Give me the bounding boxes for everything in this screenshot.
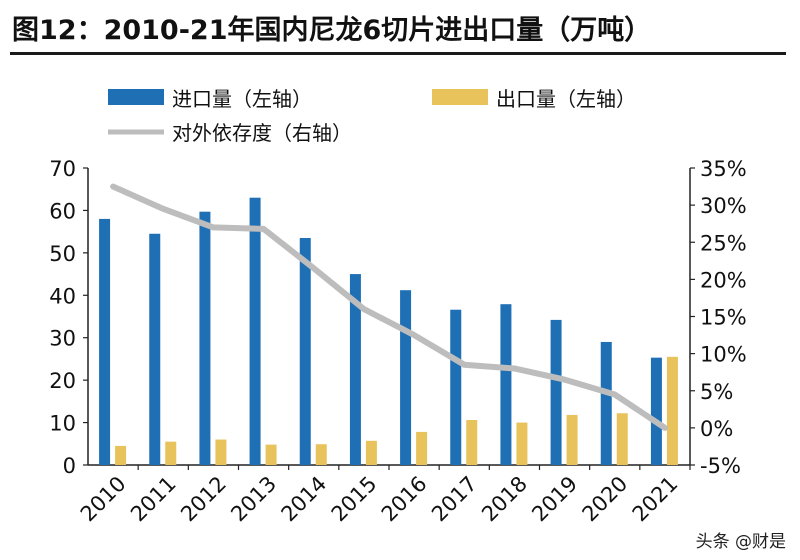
export-bar [215, 439, 227, 465]
export-bar [165, 441, 177, 465]
x-tick-label: 2015 [327, 472, 382, 527]
x-tick-label: 2018 [477, 472, 532, 527]
import-bar [299, 238, 311, 465]
legend-label-1: 出口量（左轴） [496, 87, 636, 111]
x-tick-label: 2017 [427, 472, 482, 527]
chart-title: 图12：2010-21年国内尼龙6切片进出口量（万吨） [12, 15, 652, 46]
export-bar [666, 356, 678, 465]
x-tick-label: 2021 [628, 472, 683, 527]
legend-label-2: 对外依存度（右轴） [172, 121, 352, 145]
import-bar [199, 211, 211, 465]
y-right-tick-label: 5% [700, 380, 733, 404]
y-right-tick-label: 30% [700, 194, 747, 218]
export-bar [265, 444, 277, 465]
y-right-tick-label: 15% [700, 306, 747, 330]
y-left-tick-label: 0 [63, 454, 76, 478]
y-right-tick-label: 20% [700, 268, 747, 292]
export-bar [115, 445, 127, 465]
import-bar [450, 309, 462, 465]
x-tick-label: 2019 [527, 472, 582, 527]
import-bar [149, 233, 161, 465]
x-tick-label: 2020 [578, 472, 633, 527]
y-left-tick-label: 10 [49, 412, 76, 436]
legend-swatch-0 [108, 89, 164, 105]
x-tick-label: 2013 [226, 472, 281, 527]
y-right-tick-label: 25% [700, 231, 747, 255]
y-left-tick-label: 30 [49, 327, 76, 351]
x-tick-label: 2012 [176, 472, 231, 527]
x-tick-label: 2014 [277, 472, 332, 527]
import-bar [600, 341, 612, 465]
x-tick-label: 2016 [377, 472, 432, 527]
y-right-tick-label: 10% [700, 343, 747, 367]
x-tick-label: 2011 [126, 472, 181, 527]
watermark: 头条 @财是 [695, 532, 786, 552]
y-left-tick-label: 70 [49, 157, 76, 181]
legend-swatch-1 [432, 89, 488, 105]
import-bar [550, 319, 562, 465]
y-right-tick-label: 0% [700, 417, 733, 441]
export-bar [416, 431, 428, 465]
export-bar [616, 413, 628, 465]
import-bar [500, 304, 512, 465]
export-bar [516, 422, 528, 465]
x-tick-label: 2010 [76, 472, 131, 527]
y-left-tick-label: 60 [49, 199, 76, 223]
export-bar [315, 444, 327, 465]
import-bar [650, 357, 662, 465]
y-right-tick-label: -5% [700, 454, 741, 478]
title-divider [10, 52, 786, 55]
y-left-tick-label: 50 [49, 242, 76, 266]
y-left-tick-label: 40 [49, 284, 76, 308]
import-bar [400, 290, 412, 465]
legend-label-0: 进口量（左轴） [172, 87, 312, 111]
y-left-tick-label: 20 [49, 369, 76, 393]
dependency-line [110, 183, 668, 431]
export-bar [466, 420, 478, 465]
import-bar [249, 197, 261, 465]
export-bar [566, 414, 578, 465]
import-bar [99, 218, 111, 465]
import-bar [349, 274, 361, 465]
y-right-tick-label: 35% [700, 157, 747, 181]
export-bar [365, 440, 377, 465]
